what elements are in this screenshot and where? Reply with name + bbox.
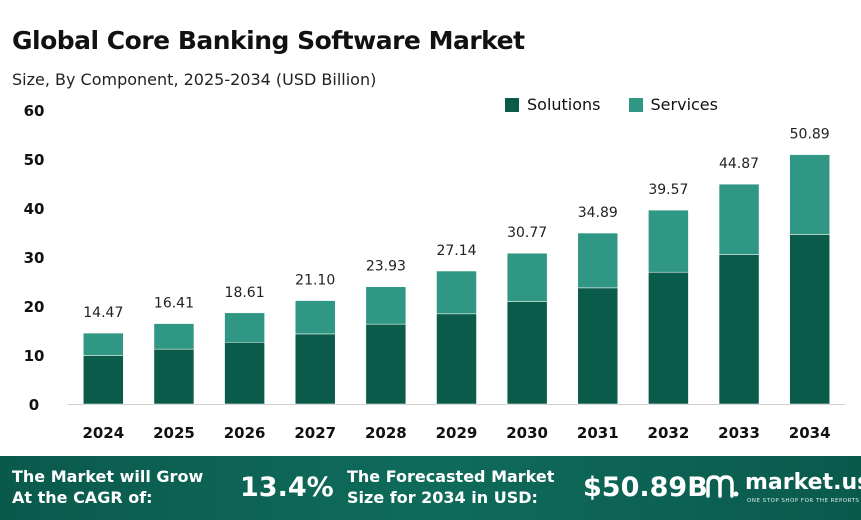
y-tick-label: 20 bbox=[24, 298, 45, 316]
legend-label-services: Services bbox=[650, 95, 718, 114]
bar-solutions-2024 bbox=[83, 355, 124, 405]
y-tick-label: 40 bbox=[24, 200, 45, 218]
bar-services-2027 bbox=[294, 300, 336, 335]
bar-services-2032 bbox=[648, 209, 689, 273]
chart-subtitle: Size, By Component, 2025-2034 (USD Billi… bbox=[12, 70, 377, 89]
x-tick-label: 2031 bbox=[577, 424, 619, 442]
x-tick-label: 2025 bbox=[153, 424, 195, 442]
bar-solutions-2028 bbox=[365, 323, 407, 405]
bar-solutions-2033 bbox=[718, 254, 760, 405]
legend-swatch-solutions bbox=[505, 97, 519, 112]
x-tick-label: 2034 bbox=[789, 424, 831, 442]
footer-banner: The Market will Grow At the CAGR of: 13.… bbox=[0, 456, 861, 520]
bar-services-2034 bbox=[789, 154, 830, 235]
cagr-caption-line2: At the CAGR of: bbox=[12, 488, 153, 507]
bar-solutions-2025 bbox=[153, 348, 195, 405]
bar-solutions-2034 bbox=[789, 234, 830, 405]
market-us-logo-icon bbox=[706, 475, 739, 498]
data-label-total: 30.77 bbox=[507, 225, 547, 241]
bar-services-2033 bbox=[718, 183, 760, 255]
bar-solutions-2029 bbox=[436, 313, 477, 405]
bar-solutions-2027 bbox=[294, 333, 336, 405]
x-tick-label: 2028 bbox=[365, 424, 407, 442]
x-tick-label: 2030 bbox=[506, 424, 548, 442]
legend-item-services: Services bbox=[628, 95, 718, 114]
data-label-total: 16.41 bbox=[154, 296, 194, 312]
cagr-caption: The Market will Grow At the CAGR of: bbox=[12, 466, 203, 508]
y-tick-label: 30 bbox=[24, 249, 45, 267]
x-tick-label: 2029 bbox=[436, 424, 478, 442]
legend-swatch-services bbox=[628, 97, 643, 112]
data-label-total: 14.47 bbox=[83, 305, 123, 321]
data-label-total: 50.89 bbox=[790, 127, 830, 143]
bar-solutions-2031 bbox=[577, 287, 619, 405]
bar-solutions-2026 bbox=[224, 342, 265, 405]
bar-services-2029 bbox=[436, 270, 477, 315]
x-tick-label: 2033 bbox=[718, 424, 760, 442]
logo-tagline: ONE STOP SHOP FOR THE REPORTS bbox=[747, 498, 860, 504]
cagr-value: 13.4% bbox=[240, 472, 334, 503]
data-label-total: 39.57 bbox=[648, 182, 688, 198]
x-tick-label: 2026 bbox=[224, 424, 266, 442]
forecast-caption: The Forecasted Market Size for 2034 in U… bbox=[347, 466, 554, 508]
data-label-total: 27.14 bbox=[436, 243, 476, 259]
cagr-caption-line1: The Market will Grow bbox=[12, 467, 204, 486]
stacked-bar-chart: 010203040506014.47202416.41202518.612026… bbox=[24, 102, 845, 442]
forecast-value: $50.89B bbox=[583, 472, 708, 503]
bar-services-2024 bbox=[83, 332, 124, 356]
legend-item-solutions: Solutions bbox=[505, 95, 601, 114]
bar-services-2030 bbox=[506, 252, 548, 302]
data-label-total: 21.10 bbox=[295, 273, 335, 289]
data-label-total: 18.61 bbox=[225, 285, 265, 301]
chart-title: Global Core Banking Software Market bbox=[12, 26, 525, 55]
y-tick-label: 50 bbox=[24, 151, 45, 169]
y-tick-label: 60 bbox=[24, 102, 45, 120]
x-tick-label: 2024 bbox=[82, 424, 124, 442]
data-label-total: 44.87 bbox=[719, 156, 759, 172]
bar-solutions-2030 bbox=[506, 301, 548, 405]
forecast-caption-line2: Size for 2034 in USD: bbox=[347, 488, 538, 507]
chart-legend: Solutions Services bbox=[505, 95, 718, 114]
logo-text: market.us bbox=[745, 470, 861, 495]
x-tick-label: 2027 bbox=[294, 424, 336, 442]
bar-services-2025 bbox=[153, 323, 195, 350]
y-tick-label: 0 bbox=[29, 396, 39, 414]
data-label-total: 34.89 bbox=[578, 205, 618, 221]
forecast-caption-line1: The Forecasted Market bbox=[347, 467, 555, 486]
bar-services-2026 bbox=[224, 312, 265, 343]
bar-services-2028 bbox=[365, 286, 407, 325]
bar-services-2031 bbox=[577, 232, 619, 289]
legend-label-solutions: Solutions bbox=[527, 95, 601, 114]
data-label-total: 23.93 bbox=[366, 259, 406, 275]
bar-solutions-2032 bbox=[648, 271, 689, 405]
y-tick-label: 10 bbox=[24, 347, 45, 365]
x-tick-label: 2032 bbox=[648, 424, 690, 442]
